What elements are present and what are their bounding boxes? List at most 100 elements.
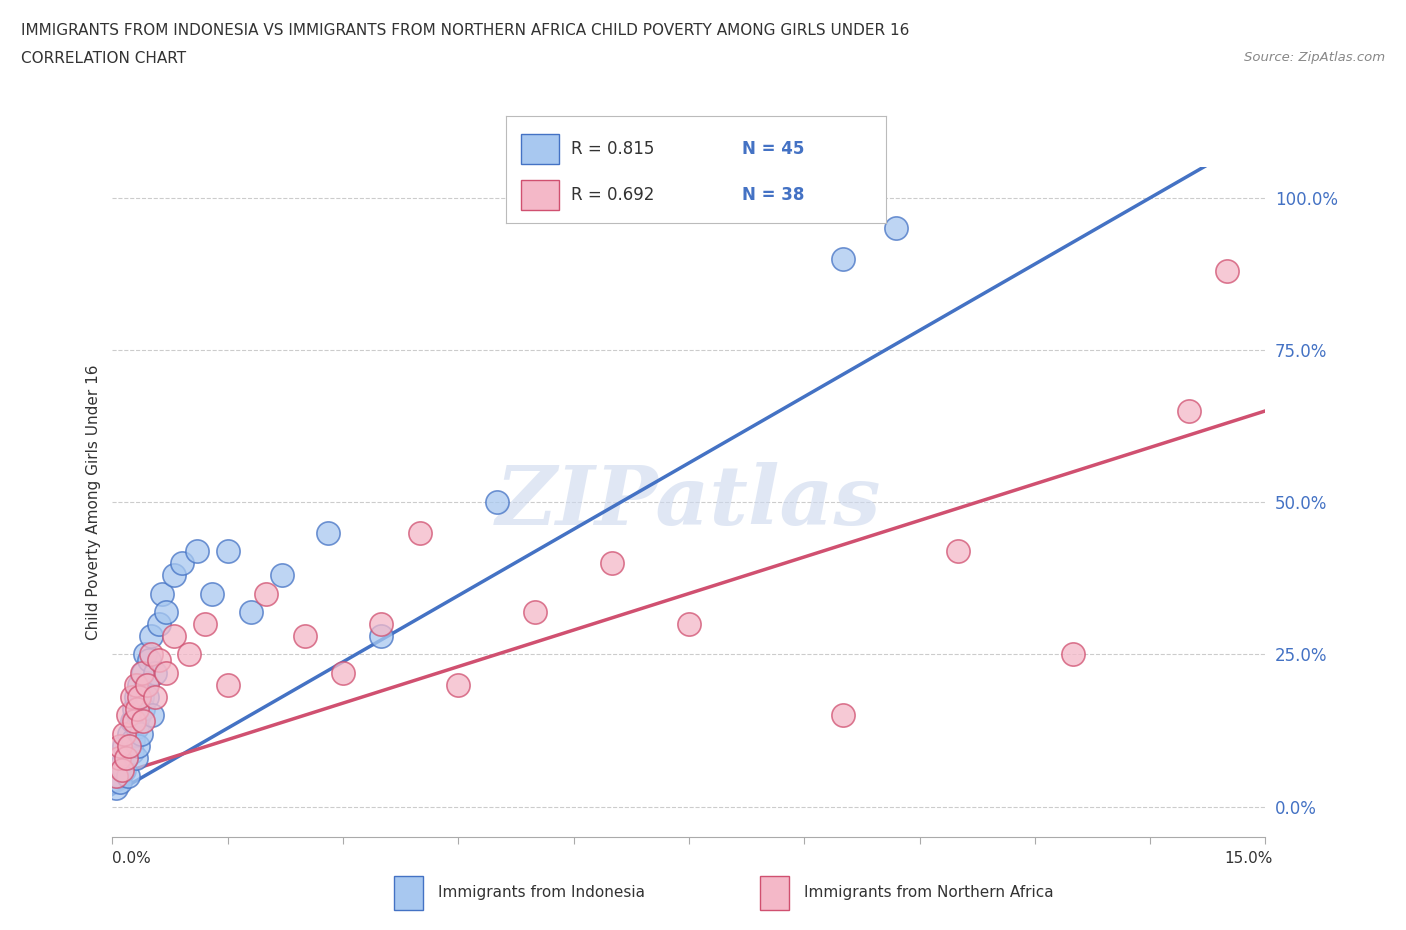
- Point: [128, 708, 150, 723]
- Point: [1216, 263, 1239, 278]
- Text: ZIPatlas: ZIPatlas: [496, 462, 882, 542]
- Point: [128, 689, 150, 704]
- Text: Immigrants from Northern Africa: Immigrants from Northern Africa: [804, 885, 1053, 900]
- Point: [121, 689, 143, 704]
- Point: [105, 781, 128, 796]
- Text: Source: ZipAtlas.com: Source: ZipAtlas.com: [1244, 51, 1385, 64]
- Point: [239, 604, 262, 619]
- Point: [117, 708, 139, 723]
- Text: Immigrants from Indonesia: Immigrants from Indonesia: [439, 885, 645, 900]
- Point: [125, 702, 148, 717]
- Point: [128, 677, 150, 692]
- Point: [105, 769, 128, 784]
- Point: [122, 714, 145, 729]
- Point: [332, 665, 354, 680]
- Text: 0.0%: 0.0%: [112, 851, 152, 866]
- Text: 15.0%: 15.0%: [1225, 851, 1272, 866]
- Point: [186, 543, 208, 558]
- Point: [217, 543, 239, 558]
- Point: [148, 653, 170, 668]
- Point: [111, 763, 134, 777]
- Point: [118, 738, 141, 753]
- Point: [143, 689, 166, 704]
- Point: [831, 708, 853, 723]
- Point: [143, 665, 166, 680]
- Point: [1177, 404, 1199, 418]
- Point: [132, 665, 155, 680]
- Point: [107, 769, 129, 784]
- Point: [163, 629, 186, 644]
- Point: [124, 677, 146, 692]
- Point: [124, 751, 146, 765]
- Point: [136, 677, 159, 692]
- Point: [447, 677, 470, 692]
- Point: [122, 732, 145, 747]
- Point: [370, 629, 392, 644]
- Point: [107, 751, 129, 765]
- Bar: [522, 135, 560, 165]
- Point: [132, 714, 155, 729]
- Point: [678, 617, 700, 631]
- Point: [115, 751, 138, 765]
- Point: [152, 586, 174, 601]
- Point: [117, 769, 139, 784]
- Point: [946, 543, 969, 558]
- Point: [886, 220, 908, 235]
- Point: [136, 689, 159, 704]
- Bar: [394, 876, 423, 910]
- Point: [155, 604, 177, 619]
- Point: [127, 738, 149, 753]
- Point: [179, 647, 201, 662]
- Point: [217, 677, 239, 692]
- Point: [108, 775, 131, 790]
- Point: [121, 714, 143, 729]
- Point: [148, 617, 170, 631]
- Point: [370, 617, 392, 631]
- Point: [270, 568, 292, 583]
- Point: [132, 702, 155, 717]
- Point: [141, 708, 163, 723]
- Point: [485, 495, 508, 510]
- Point: [139, 629, 162, 644]
- Point: [138, 653, 160, 668]
- Bar: [759, 876, 789, 910]
- Point: [409, 525, 432, 540]
- Point: [524, 604, 547, 619]
- Text: N = 45: N = 45: [741, 140, 804, 158]
- Text: R = 0.815: R = 0.815: [571, 140, 654, 158]
- Point: [163, 568, 186, 583]
- Point: [170, 555, 193, 570]
- Point: [131, 689, 153, 704]
- Point: [254, 586, 277, 601]
- Bar: [522, 180, 560, 210]
- Point: [122, 702, 145, 717]
- Point: [135, 677, 157, 692]
- Point: [1062, 647, 1084, 662]
- Point: [114, 751, 136, 765]
- Point: [112, 738, 135, 753]
- Point: [108, 738, 131, 753]
- Point: [112, 763, 135, 777]
- Point: [131, 665, 153, 680]
- Point: [111, 756, 134, 771]
- Text: IMMIGRANTS FROM INDONESIA VS IMMIGRANTS FROM NORTHERN AFRICA CHILD POVERTY AMONG: IMMIGRANTS FROM INDONESIA VS IMMIGRANTS …: [21, 23, 910, 38]
- Point: [201, 586, 224, 601]
- Point: [194, 617, 217, 631]
- Point: [125, 720, 148, 735]
- Text: CORRELATION CHART: CORRELATION CHART: [21, 51, 186, 66]
- Point: [139, 647, 162, 662]
- Point: [134, 647, 156, 662]
- Point: [316, 525, 339, 540]
- Point: [155, 665, 177, 680]
- Text: R = 0.692: R = 0.692: [571, 186, 654, 205]
- Point: [600, 555, 623, 570]
- Point: [118, 726, 141, 741]
- Point: [121, 744, 143, 759]
- Point: [129, 726, 152, 741]
- Point: [124, 689, 146, 704]
- Point: [294, 629, 316, 644]
- Point: [831, 251, 853, 266]
- Point: [112, 726, 135, 741]
- Text: N = 38: N = 38: [741, 186, 804, 205]
- Y-axis label: Child Poverty Among Girls Under 16: Child Poverty Among Girls Under 16: [86, 365, 101, 640]
